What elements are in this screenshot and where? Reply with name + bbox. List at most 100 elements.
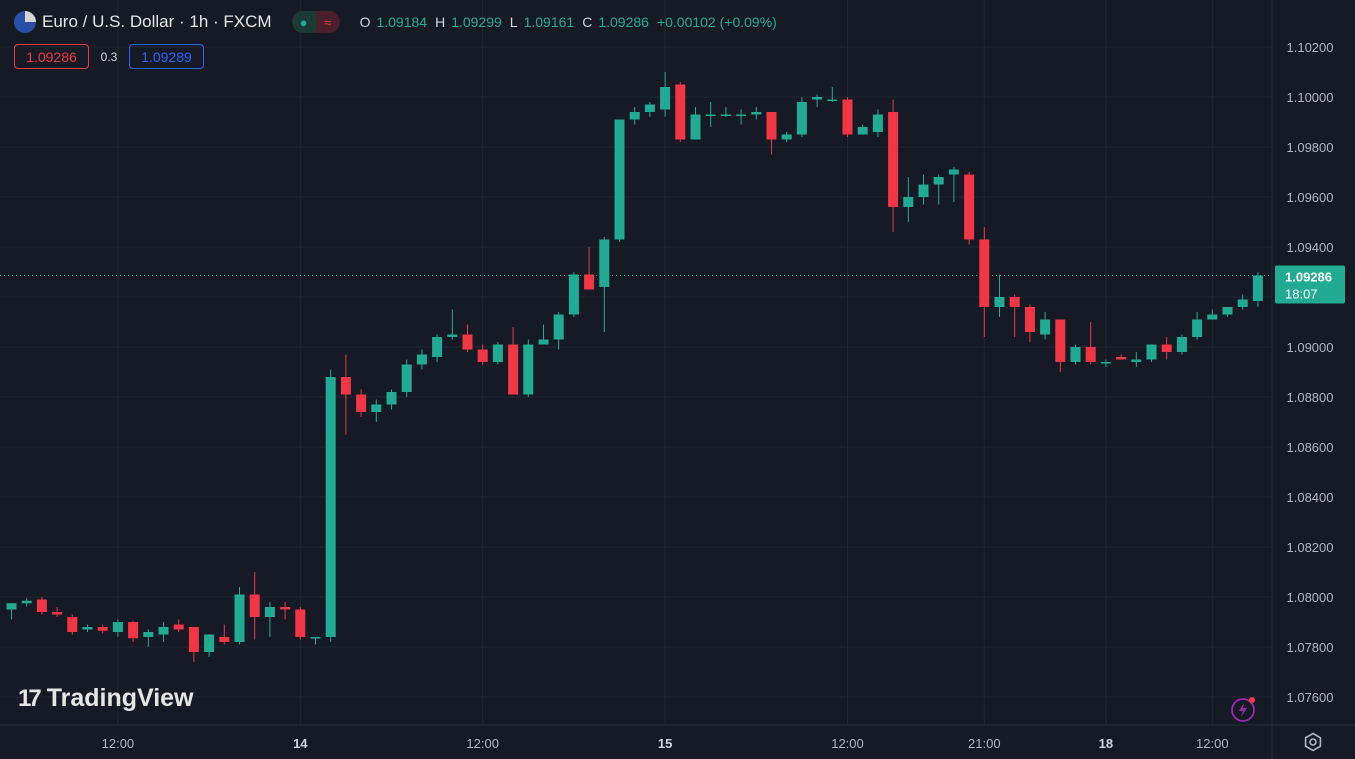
candle-down[interactable] <box>1055 319 1066 363</box>
candle-up[interactable] <box>644 104 655 113</box>
candle-down[interactable] <box>219 637 230 642</box>
candle-down[interactable] <box>188 627 199 652</box>
candle-up[interactable] <box>6 603 17 610</box>
candle-up[interactable] <box>1176 337 1187 352</box>
candle-up[interactable] <box>371 404 382 413</box>
candle-up[interactable] <box>629 112 640 120</box>
candle-up[interactable] <box>827 99 838 102</box>
candle-down[interactable] <box>1085 347 1096 362</box>
candle-up[interactable] <box>82 627 93 630</box>
x-tick-label: 12:00 <box>831 736 864 751</box>
candle-up[interactable] <box>1100 362 1111 364</box>
lightning-bolt-icon[interactable] <box>1230 696 1256 722</box>
candle-up[interactable] <box>994 297 1005 307</box>
candle-up[interactable] <box>796 102 807 135</box>
candle-down[interactable] <box>477 349 488 363</box>
status-dot-icon[interactable]: ● <box>291 11 316 33</box>
candle-up[interactable] <box>1222 307 1233 315</box>
candle-down[interactable] <box>508 344 519 395</box>
candle-down[interactable] <box>36 599 47 613</box>
candle-up[interactable] <box>447 334 458 338</box>
y-tick-label: 1.07600 <box>1287 690 1334 705</box>
approx-icon[interactable]: ≈ <box>315 11 340 33</box>
candle-up[interactable] <box>21 600 32 604</box>
candle-up[interactable] <box>599 239 610 288</box>
candle-up[interactable] <box>812 97 823 100</box>
candle-up[interactable] <box>386 392 397 405</box>
sell-button[interactable]: 1.09286 <box>14 44 89 69</box>
y-tick-label: 1.09000 <box>1287 340 1334 355</box>
candle-down[interactable] <box>964 174 975 240</box>
candle-down[interactable] <box>1116 357 1127 360</box>
candle-down[interactable] <box>1161 344 1172 353</box>
tradingview-logo[interactable]: 17 TradingView <box>18 684 194 713</box>
candle-up[interactable] <box>903 197 914 207</box>
y-tick-label: 1.08000 <box>1287 590 1334 605</box>
candle-up[interactable] <box>857 127 868 135</box>
candle-up[interactable] <box>720 114 731 117</box>
y-tick-label: 1.07800 <box>1287 640 1334 655</box>
x-tick-label: 21:00 <box>968 736 1001 751</box>
candle-up[interactable] <box>918 184 929 198</box>
candle-up[interactable] <box>614 119 625 240</box>
candle-down[interactable] <box>128 622 139 639</box>
candle-down[interactable] <box>356 394 367 413</box>
candle-down[interactable] <box>979 239 990 308</box>
candle-up[interactable] <box>1070 347 1081 362</box>
candle-up[interactable] <box>933 177 944 185</box>
candle-up[interactable] <box>872 114 883 133</box>
gear-icon[interactable] <box>1303 732 1323 752</box>
candle-up[interactable] <box>660 87 671 110</box>
candle-up[interactable] <box>538 339 549 345</box>
candle-up[interactable] <box>1237 299 1248 308</box>
candle-up[interactable] <box>143 632 154 637</box>
candle-down[interactable] <box>173 624 184 630</box>
candle-up[interactable] <box>401 364 412 393</box>
candle-up[interactable] <box>416 354 427 365</box>
candle-down[interactable] <box>340 377 351 395</box>
candle-up[interactable] <box>1131 359 1142 363</box>
candle-up[interactable] <box>432 337 443 357</box>
candle-up[interactable] <box>568 274 579 315</box>
candle-up[interactable] <box>158 627 169 635</box>
candle-down[interactable] <box>67 617 78 632</box>
candle-up[interactable] <box>310 637 321 639</box>
candle-up[interactable] <box>492 344 503 363</box>
candle-down[interactable] <box>280 607 291 610</box>
candle-up[interactable] <box>112 622 123 632</box>
candle-up[interactable] <box>948 169 959 175</box>
candle-up[interactable] <box>204 634 215 653</box>
candle-down[interactable] <box>584 274 595 290</box>
candle-up[interactable] <box>523 344 534 395</box>
candle-down[interactable] <box>97 627 108 631</box>
candle-up[interactable] <box>781 134 792 140</box>
symbol-title[interactable]: Euro / U.S. Dollar · 1h · FXCM <box>42 12 272 31</box>
candle-down[interactable] <box>842 99 853 135</box>
candle-down[interactable] <box>1009 297 1020 307</box>
candle-down[interactable] <box>766 112 777 140</box>
candle-up[interactable] <box>736 114 747 117</box>
candle-down[interactable] <box>675 84 686 140</box>
candle-up[interactable] <box>705 114 716 117</box>
candle-up[interactable] <box>325 377 336 637</box>
candle-up[interactable] <box>1146 344 1157 360</box>
candle-down[interactable] <box>1024 307 1035 332</box>
candle-up[interactable] <box>690 114 701 140</box>
candle-up[interactable] <box>1252 275 1263 302</box>
candle-down[interactable] <box>295 609 306 638</box>
candle-up[interactable] <box>751 112 762 115</box>
candle-up[interactable] <box>1040 319 1051 335</box>
candle-down[interactable] <box>249 594 260 618</box>
candle-up[interactable] <box>1207 314 1218 320</box>
candle-down[interactable] <box>888 112 899 207</box>
candle-down[interactable] <box>462 334 473 350</box>
candle-up[interactable] <box>264 607 275 617</box>
y-tick-label: 1.08600 <box>1287 440 1334 455</box>
buy-button[interactable]: 1.09289 <box>129 44 204 69</box>
indicator-toggle[interactable]: ● ≈ <box>291 11 340 33</box>
candle-down[interactable] <box>52 612 63 615</box>
candle-up[interactable] <box>1192 319 1203 338</box>
candle-up[interactable] <box>234 594 245 643</box>
candle-up[interactable] <box>553 314 564 340</box>
